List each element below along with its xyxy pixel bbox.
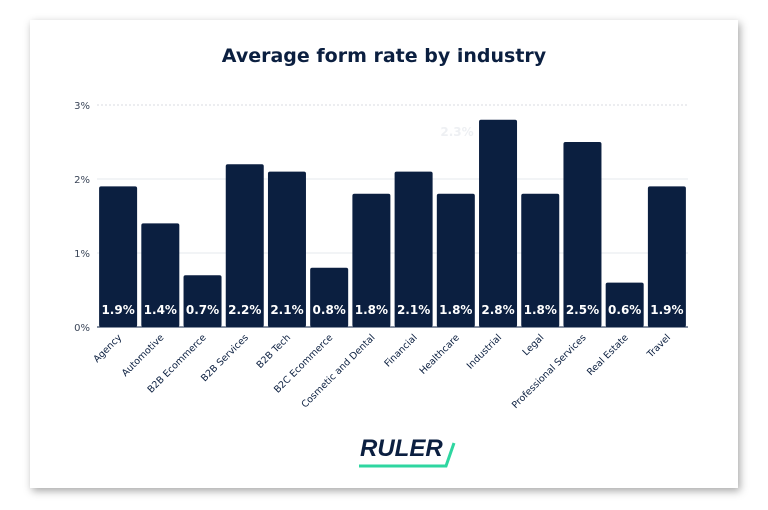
bar-b2b-tech [267,171,306,327]
bar-healthcare [436,193,475,327]
bar-industrial [479,119,518,327]
bar-agency [99,186,138,327]
data-label: 1.4% [144,303,177,317]
data-label: 2.2% [228,303,261,317]
x-tick-label: Industrial [465,332,504,371]
x-tick-label: Automotive [120,332,167,379]
logo-text: RULER [360,435,443,462]
x-tick-label: Financial [383,332,420,369]
bar-legal [521,193,560,327]
data-label: 2.8% [481,303,514,317]
data-label: 0.7% [186,303,219,317]
data-label: 2.1% [397,303,430,317]
x-tick-label: Professional Services [510,332,589,411]
y-tick-label: 2% [74,175,90,186]
bar-professional-services [563,142,602,327]
data-label: 2.5% [566,303,599,317]
bar-automotive [141,223,180,327]
x-tick-label: Healthcare [418,332,463,377]
data-label: 0.6% [608,303,641,317]
x-tick-label: Travel [645,332,673,360]
data-label: 1.9% [650,303,683,317]
x-tick-label: Legal [521,332,547,358]
bar-travel [647,186,686,327]
data-label: 1.9% [101,303,134,317]
bar-financial [394,171,433,327]
data-label: 2.1% [270,303,303,317]
y-tick-label: 3% [74,101,90,112]
data-label: 1.8% [355,303,388,317]
x-tick-label: Cosmetic and Dental [299,332,377,410]
x-tick-label: Real Estate [585,332,631,378]
data-label: 1.8% [439,303,472,317]
bar-b2c-ecommerce [310,267,349,327]
x-tick-label: Agency [92,332,125,365]
bar-cosmetic-and-dental [352,193,391,327]
y-tick-label: 0% [74,323,90,334]
chart-title: Average form rate by industry [221,45,547,67]
x-tick-label: B2B Tech [255,332,293,370]
bar-b2b-ecommerce [183,275,222,327]
data-label: 1.8% [524,303,557,317]
bar-b2b-services [225,164,264,327]
y-tick-label: 1% [74,249,90,260]
bar-real-estate [605,282,644,327]
ruler-logo: RULER [358,435,458,469]
annotation-label: 2.3% [440,125,473,139]
data-label: 0.8% [313,303,346,317]
